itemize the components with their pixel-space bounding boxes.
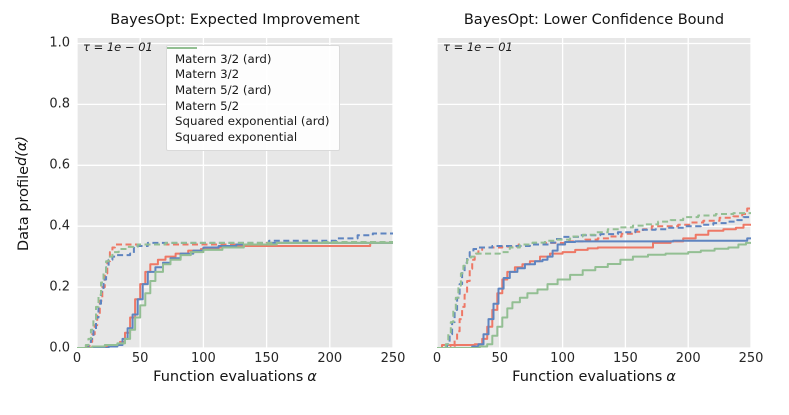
subplot-expected-improvement: BayesOpt: Expected Improvement τ = 1e − …: [14, 0, 406, 415]
y-tick-label: 0.8: [49, 96, 70, 112]
x-tick-label: 50: [491, 351, 509, 366]
y-axis-label-text: Data profile: [16, 165, 32, 251]
x-tick-labels: 0 50 100 150 200 250: [433, 351, 764, 367]
legend-label: Matern 5/2 (ard): [175, 82, 272, 97]
x-axis-label-math: α: [666, 369, 676, 385]
series-line-matern-5-2-ard-: [77, 241, 393, 348]
y-tick-label: 0.6: [49, 157, 70, 173]
series-line-matern-5-2-ard-: [437, 237, 751, 348]
x-tick-label: 200: [675, 351, 701, 366]
series-line-matern-5-2: [77, 232, 393, 348]
series-line-squared-exponential-ard-: [437, 241, 751, 348]
x-tick-label: 250: [380, 351, 406, 366]
legend-entry: Matern 3/2: [167, 47, 329, 83]
x-tick-label: 100: [190, 351, 216, 366]
legend-label: Squared exponential (ard): [175, 114, 330, 129]
y-axis-label: Data profile d(α): [12, 38, 36, 348]
x-axis-label-math: α: [307, 369, 317, 385]
x-axis-label-text: Function evaluations: [512, 369, 663, 385]
series-line-squared-exponential: [77, 241, 393, 348]
axes-background: [437, 38, 751, 348]
y-tick-label: 0.0: [49, 340, 70, 356]
x-tick-label: 50: [131, 351, 149, 366]
legend-label: Matern 5/2: [175, 98, 240, 113]
legend-label: Matern 3/2: [175, 67, 240, 82]
x-tick-label: 100: [550, 351, 576, 366]
legend-label: Matern 3/2 (ard): [175, 51, 272, 66]
tau-annotation: τ = 1e − 01: [443, 40, 513, 54]
x-axis-label: Function evaluations α: [77, 369, 393, 385]
x-tick-label: 0: [432, 351, 442, 366]
legend-label: Squared exponential: [175, 129, 298, 144]
series-line-squared-exponential: [437, 212, 751, 348]
legend-entry: Matern 3/2 (ard): [167, 47, 329, 67]
y-axis-label-math: d(α): [14, 135, 30, 166]
y-tick-label: 0.4: [49, 218, 70, 234]
legend-entry: Matern 5/2: [167, 47, 329, 114]
legend: Matern 3/2 (ard) Matern 3/2 Matern 5/2 (ar…: [166, 45, 341, 151]
x-tick-labels: 0 50 100 150 200 250: [73, 351, 406, 367]
y-tick-labels: 1.0 0.8 0.6 0.4 0.2 0.0: [34, 35, 70, 355]
plot-title: BayesOpt: Expected Improvement: [110, 12, 360, 28]
axes-area: τ = 1e − 01 Matern 3/2 (ard) Matern 3/2 Ma…: [77, 38, 393, 348]
plot-title: BayesOpt: Lower Confidence Bound: [463, 12, 725, 28]
series-line-squared-exponential-ard-: [77, 241, 393, 348]
x-axis-label: Function evaluations α: [437, 369, 751, 385]
legend-entry: Matern 5/2 (ard): [167, 47, 329, 98]
legend-entry: Squared exponential: [167, 47, 329, 145]
series-line-matern-3-2-ard-: [437, 223, 751, 348]
y-tick-label: 1.0: [49, 35, 70, 51]
legend-line-sample: [167, 47, 197, 49]
x-tick-label: 150: [254, 351, 280, 366]
series-line-matern-3-2: [437, 207, 751, 348]
x-tick-label: 200: [317, 351, 343, 366]
legend-entry: Squared exponential (ard): [167, 47, 330, 129]
tau-annotation: τ = 1e − 01: [83, 40, 153, 54]
x-tick-label: 250: [738, 351, 764, 366]
x-tick-label: 0: [72, 351, 82, 366]
y-tick-label: 0.2: [49, 279, 70, 295]
axes-area: τ = 1e − 01: [437, 38, 751, 348]
plot-canvas: [437, 38, 751, 348]
x-axis-label-text: Function evaluations: [153, 369, 304, 385]
x-tick-label: 150: [612, 351, 638, 366]
subplot-lower-confidence-bound: BayesOpt: Lower Confidence Bound τ = 1e …: [433, 0, 764, 415]
